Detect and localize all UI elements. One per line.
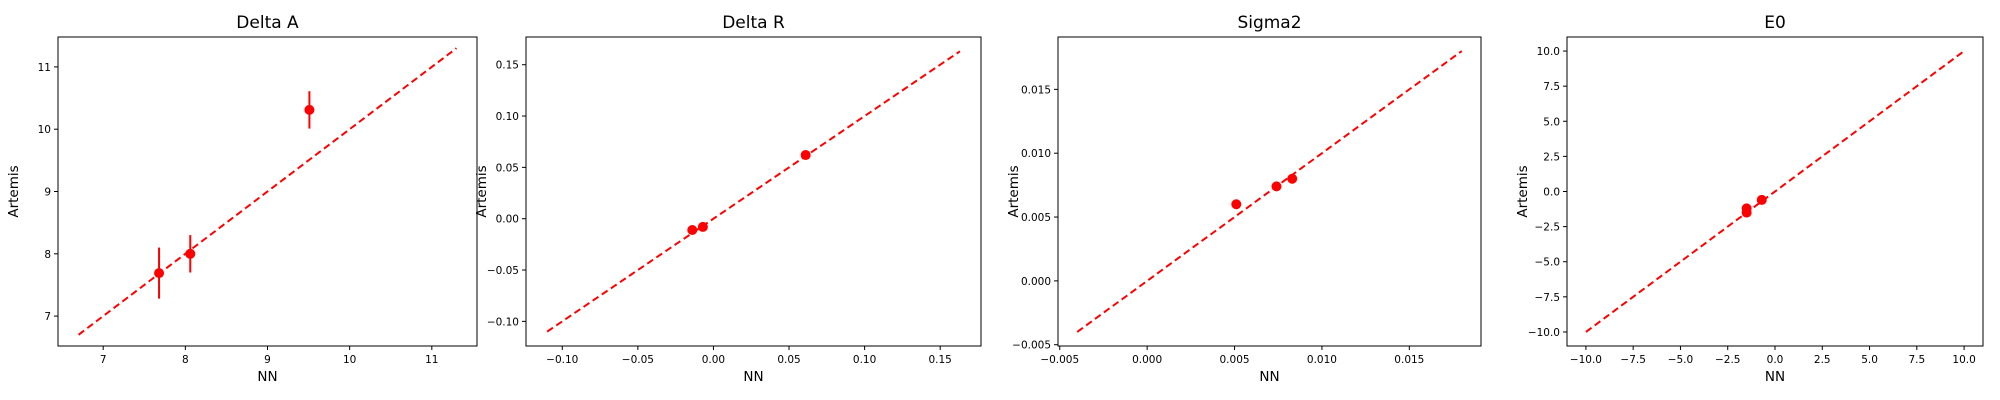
y-tick-label: −0.05 <box>487 265 519 277</box>
y-tick-label: 0.05 <box>496 162 519 174</box>
x-tick-label: 8 <box>182 354 189 366</box>
data-point <box>1231 199 1242 210</box>
y-tick-label: 0.0 <box>1543 187 1560 199</box>
x-axis-label: NN <box>743 369 763 385</box>
identity-line <box>1585 50 1965 333</box>
axes-frame <box>1057 36 1482 347</box>
y-tick-label: −5.0 <box>1535 257 1561 269</box>
y-tick-label: 0.000 <box>1021 276 1051 288</box>
chart-panel-1: 7 8 9 10 11 7 8 9 10 11 Delta A NN Artemis <box>6 13 478 385</box>
x-tick-label: −10.0 <box>1570 354 1602 366</box>
y-tick-label: −2.5 <box>1535 222 1561 234</box>
y-tick-label: −10.0 <box>1528 327 1560 339</box>
y-tick-label: 0.010 <box>1021 148 1051 160</box>
y-tick-label: 7 <box>44 311 51 323</box>
y-tick-label: 7.5 <box>1543 81 1560 93</box>
x-axis-label: NN <box>1765 369 1785 385</box>
identity-line <box>77 47 458 336</box>
identity-line <box>546 50 961 333</box>
data-point <box>154 268 165 279</box>
y-tick-label: 10.0 <box>1537 46 1560 58</box>
y-tick-label: 0.015 <box>1021 84 1051 96</box>
data-point <box>687 224 698 235</box>
y-tick-label: −0.10 <box>487 316 519 328</box>
y-axis-label: Artemis <box>1006 165 1022 217</box>
y-tick-label: 0.10 <box>496 111 519 123</box>
data-point <box>1271 181 1282 192</box>
y-tick-label: 0.005 <box>1021 212 1051 224</box>
x-tick-label: 0.15 <box>928 354 951 366</box>
chart-panel-2: −0.10 −0.05 0.00 0.05 0.10 0.15 −0.10 −0.05 0.00… <box>474 13 982 385</box>
y-tick-label: −7.5 <box>1535 292 1561 304</box>
x-tick-label: 11 <box>425 354 438 366</box>
y-axis-label: Artemis <box>474 165 490 217</box>
x-tick-label: −0.10 <box>546 354 578 366</box>
data-point <box>304 104 315 115</box>
y-tick-label: 10 <box>38 124 51 136</box>
y-tick-label: 5.0 <box>1543 116 1560 128</box>
x-tick-label: 10.0 <box>1952 354 1975 366</box>
x-tick-label: 0.10 <box>853 354 876 366</box>
chart-title: Sigma2 <box>1237 13 1301 33</box>
x-tick-label: 10 <box>343 354 356 366</box>
x-tick-label: 0.05 <box>777 354 800 366</box>
x-tick-label: 0.005 <box>1220 354 1250 366</box>
y-tick-label: 9 <box>44 187 51 199</box>
x-tick-label: 9 <box>264 354 271 366</box>
chart-title: E0 <box>1764 13 1786 33</box>
y-tick-label: 8 <box>44 249 51 261</box>
x-tick-label: −0.005 <box>1040 354 1079 366</box>
chart-panel-4: −10.0 −7.5 −5.0 −2.5 0.0 2.5 5.0 7.5 10.0 −10.0 −7… <box>1515 13 1984 385</box>
y-axis-label: Artemis <box>6 165 22 217</box>
x-tick-label: 2.5 <box>1814 354 1831 366</box>
data-point <box>697 221 708 232</box>
x-tick-label: 0.010 <box>1307 354 1337 366</box>
y-tick-label: 0.15 <box>496 60 519 72</box>
data-point <box>185 248 196 259</box>
data-point <box>800 150 811 161</box>
y-tick-label: 0.00 <box>496 214 519 226</box>
y-axis-label: Artemis <box>1515 165 1531 217</box>
x-axis-label: NN <box>1259 369 1279 385</box>
x-tick-label: 0.00 <box>702 354 725 366</box>
chart-title: Delta A <box>236 13 299 33</box>
x-tick-label: −2.5 <box>1715 354 1741 366</box>
x-tick-label: 0.000 <box>1132 354 1162 366</box>
x-tick-label: −0.05 <box>622 354 654 366</box>
x-tick-label: 0.0 <box>1767 354 1784 366</box>
x-tick-label: −5.0 <box>1668 354 1694 366</box>
x-tick-label: 7.5 <box>1908 354 1925 366</box>
y-tick-label: 11 <box>38 62 51 74</box>
data-point <box>1287 173 1298 184</box>
y-tick-label: 2.5 <box>1543 151 1560 163</box>
x-tick-label: −7.5 <box>1620 354 1646 366</box>
y-tick-label: −0.005 <box>1012 340 1051 352</box>
axes-frame <box>525 36 982 347</box>
data-point <box>1741 207 1752 218</box>
chart-panel-3: −0.005 0.000 0.005 0.010 0.015 −0.005 0.000 0.0… <box>1006 13 1482 385</box>
x-tick-label: 5.0 <box>1861 354 1878 366</box>
chart-title: Delta R <box>722 13 785 33</box>
x-axis-label: NN <box>257 369 277 385</box>
data-point <box>1756 194 1767 205</box>
x-tick-label: 0.015 <box>1394 354 1424 366</box>
x-tick-label: 7 <box>100 354 107 366</box>
identity-line <box>1076 50 1463 333</box>
